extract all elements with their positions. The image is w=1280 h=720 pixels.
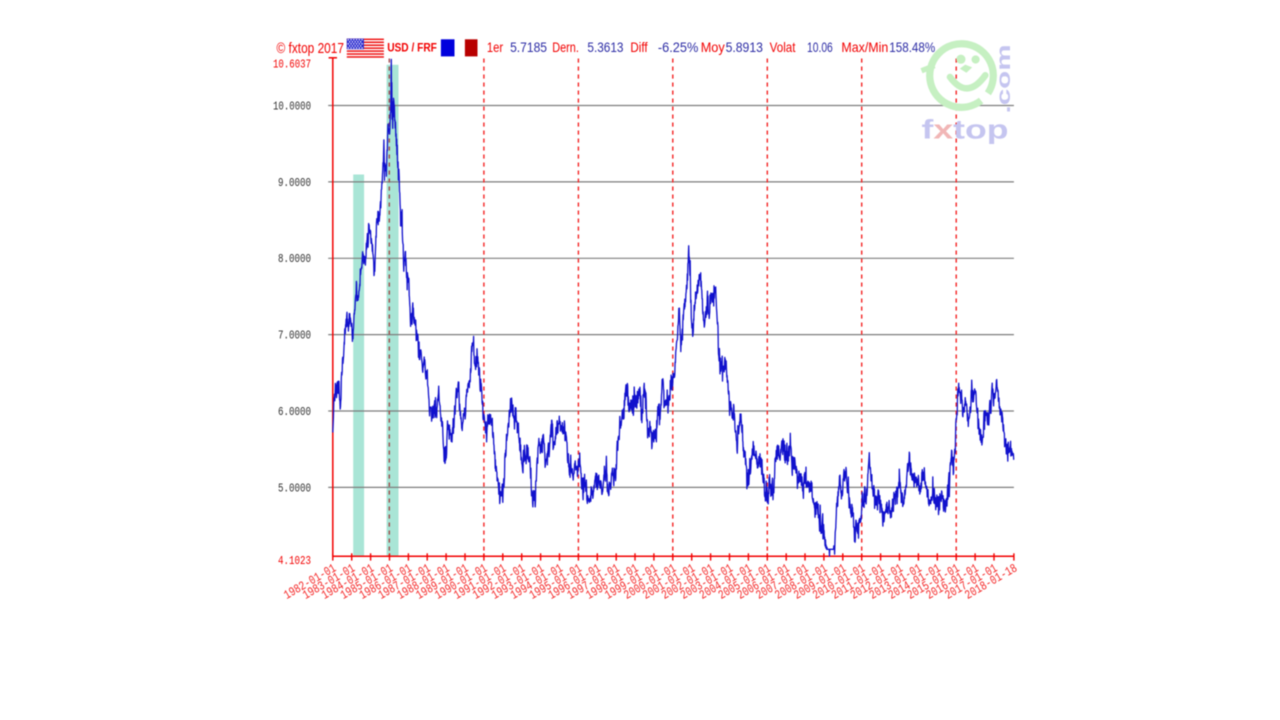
svg-text:9.0000: 9.0000 bbox=[278, 177, 311, 190]
svg-text:Volat: Volat bbox=[770, 39, 796, 55]
svg-text:158.48%: 158.48% bbox=[889, 39, 935, 55]
svg-text:5.0000: 5.0000 bbox=[278, 482, 311, 495]
svg-text:4.1023: 4.1023 bbox=[278, 555, 311, 568]
svg-text:5.3613: 5.3613 bbox=[587, 39, 623, 55]
svg-text:© fxtop 2017: © fxtop 2017 bbox=[277, 40, 345, 57]
svg-text:Max/Min: Max/Min bbox=[841, 39, 888, 55]
svg-text:6.0000: 6.0000 bbox=[278, 406, 311, 419]
svg-text:10.6037: 10.6037 bbox=[273, 58, 311, 71]
svg-text:5.7185: 5.7185 bbox=[510, 39, 547, 55]
svg-text:1er: 1er bbox=[487, 39, 504, 55]
svg-text:Diff: Diff bbox=[630, 39, 647, 55]
svg-text:-6.25%: -6.25% bbox=[658, 39, 698, 55]
svg-text:.com: .com bbox=[994, 45, 1015, 114]
svg-text:fxtop: f x top bbox=[922, 115, 1009, 145]
svg-text:5.8913: 5.8913 bbox=[726, 39, 763, 55]
svg-text:10.06: 10.06 bbox=[807, 39, 833, 55]
svg-text:USD / FRF: USD / FRF bbox=[387, 41, 437, 55]
svg-text:8.0000: 8.0000 bbox=[278, 253, 311, 266]
svg-text:10.0000: 10.0000 bbox=[273, 100, 311, 113]
svg-text:Moy: Moy bbox=[701, 39, 725, 55]
svg-text:7.0000: 7.0000 bbox=[278, 330, 311, 343]
svg-text:Dern.: Dern. bbox=[552, 39, 579, 55]
